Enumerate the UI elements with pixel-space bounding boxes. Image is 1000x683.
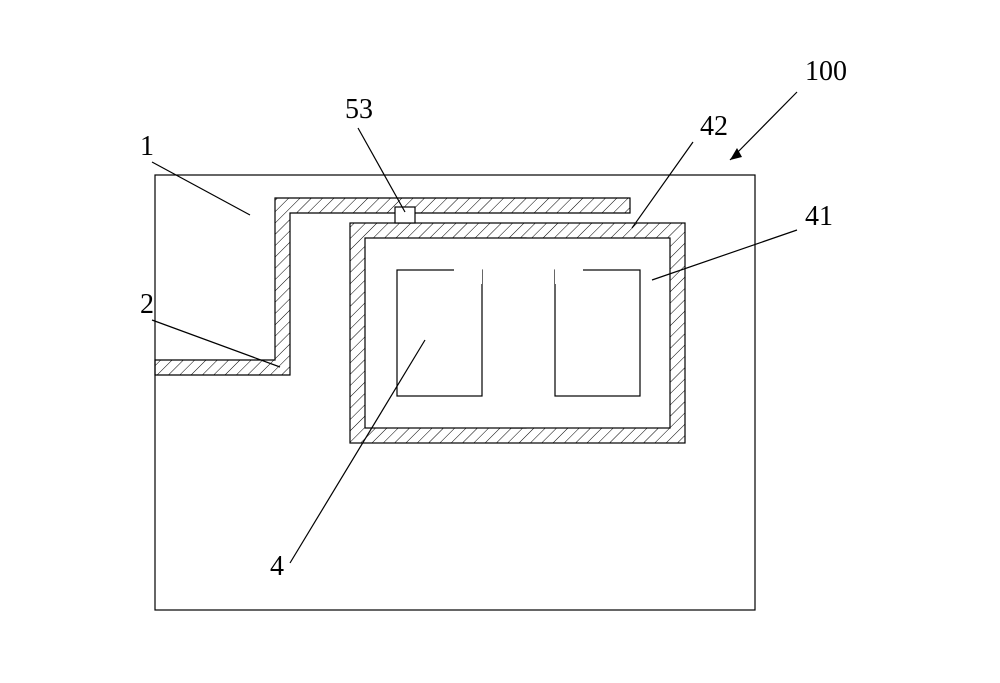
arrow-100-line: [730, 92, 797, 160]
label-L100: 100: [805, 56, 847, 87]
box-53: [395, 207, 415, 223]
arrow-100: [730, 92, 797, 160]
label-L42: 42: [700, 111, 728, 142]
label-L53: 53: [345, 94, 373, 125]
white-shapes: [365, 207, 670, 428]
left-spiral-notch-cut: [454, 270, 482, 284]
label-L4: 4: [270, 551, 284, 582]
right-spiral-notch-cut: [555, 270, 583, 284]
diagram-canvas: 100 53 42 1 41 2 4: [0, 0, 1000, 683]
right-spiral-inner: [555, 270, 640, 396]
label-L2: 2: [140, 289, 154, 320]
left-spiral-inner: [397, 270, 482, 396]
label-L41: 41: [805, 201, 833, 232]
label-L1: 1: [140, 131, 154, 162]
